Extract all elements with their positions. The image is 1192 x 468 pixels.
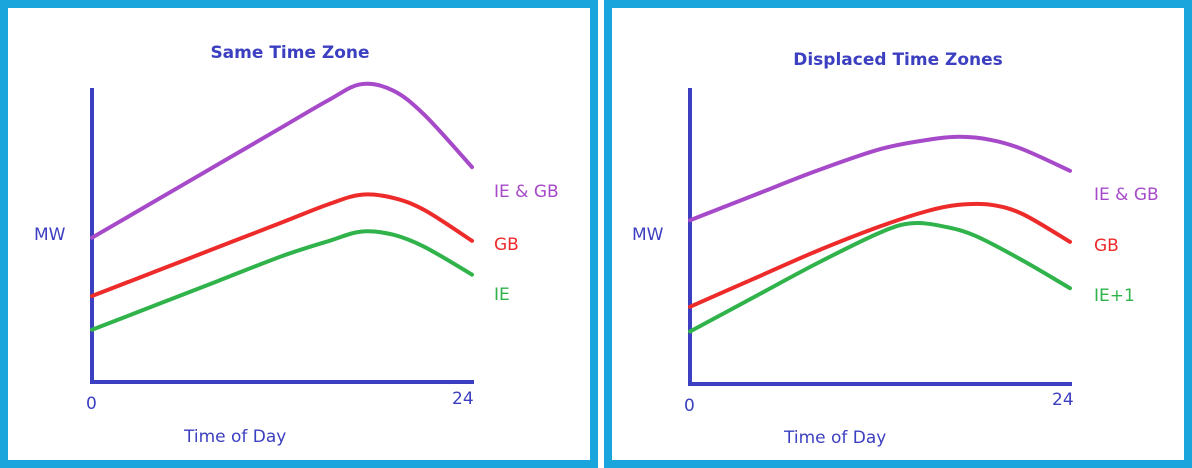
chart-panel-displaced-time-zones: Displaced Time Zones MW 0 24 Time of Day… bbox=[604, 0, 1192, 468]
y-axis-label: MW bbox=[34, 225, 66, 245]
series-label-gb: GB bbox=[1094, 236, 1119, 256]
series-line-gb bbox=[90, 192, 474, 298]
x-tick-label-24: 24 bbox=[452, 389, 474, 409]
series-label-ie: IE bbox=[494, 285, 510, 305]
series-label-gb: GB bbox=[494, 235, 519, 255]
panel-frame bbox=[0, 0, 598, 468]
chart-title: Same Time Zone bbox=[210, 43, 369, 63]
series-line-ie bbox=[90, 229, 474, 332]
series-label-ie-gb: IE & GB bbox=[494, 182, 559, 202]
series-line-ie-gb bbox=[90, 81, 474, 240]
x-tick-label-0: 0 bbox=[684, 396, 695, 416]
x-axis-label: Time of Day bbox=[783, 428, 886, 448]
chart-svg-same-time-zone: Same Time Zone MW 0 24 Time of Day IE & … bbox=[0, 0, 598, 468]
x-tick-label-24: 24 bbox=[1052, 390, 1074, 410]
series-line-gb bbox=[688, 201, 1072, 309]
series-line-ie-gb bbox=[688, 134, 1072, 223]
chart-panel-same-time-zone: Same Time Zone MW 0 24 Time of Day IE & … bbox=[0, 0, 598, 468]
series-line-ie-plus-1 bbox=[688, 221, 1072, 334]
series-label-ie-gb: IE & GB bbox=[1094, 185, 1159, 205]
series-label-ie-plus-1: IE+1 bbox=[1094, 286, 1135, 306]
y-axis-label: MW bbox=[632, 225, 664, 245]
chart-title: Displaced Time Zones bbox=[793, 50, 1003, 70]
x-axis-label: Time of Day bbox=[183, 427, 286, 447]
chart-svg-displaced-time-zones: Displaced Time Zones MW 0 24 Time of Day… bbox=[604, 0, 1192, 468]
panel-frame bbox=[604, 0, 1192, 468]
x-tick-label-0: 0 bbox=[86, 394, 97, 414]
